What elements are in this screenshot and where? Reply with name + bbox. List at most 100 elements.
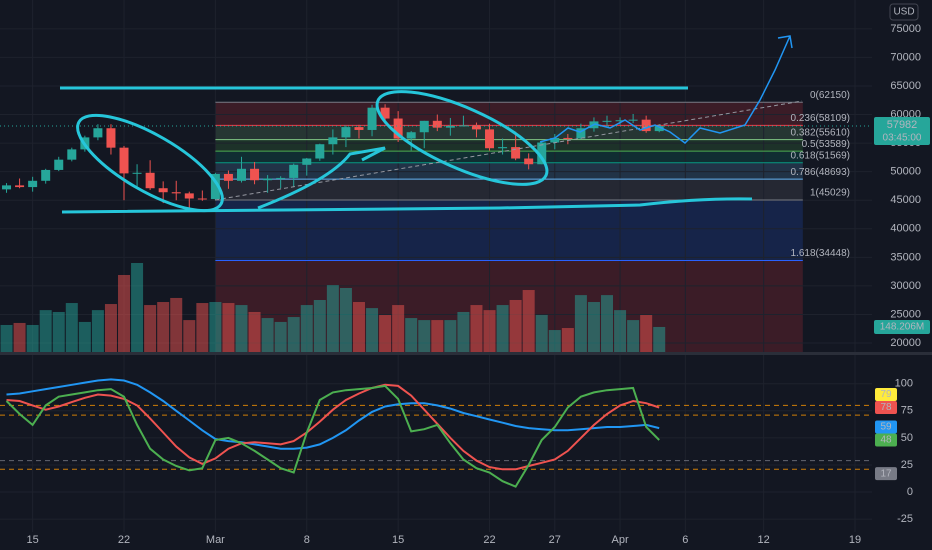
fib-label: 1.618(34448)	[791, 248, 851, 259]
fib-label: 0(62150)	[810, 90, 850, 101]
highlight-ellipse	[375, 90, 549, 186]
countdown: 03:45:00	[883, 133, 922, 144]
y-tick-label: 25000	[890, 308, 921, 320]
price-tag	[874, 117, 930, 146]
volume-bar	[431, 320, 444, 352]
value-tag-label: 79	[880, 389, 892, 400]
volume-bar	[222, 303, 235, 352]
candle-body	[576, 128, 586, 139]
candle-body	[276, 177, 286, 179]
volume-bar	[287, 317, 300, 352]
volume-bar	[522, 290, 535, 352]
candle-body	[158, 188, 168, 193]
volume-bar	[483, 310, 496, 352]
y-tick-label: 40000	[890, 223, 921, 235]
volume-bar	[326, 285, 339, 352]
fib-label: 0.786(48693)	[791, 167, 851, 178]
candle-body	[602, 120, 612, 122]
volume-bar	[509, 299, 522, 352]
fib-band	[215, 162, 803, 180]
volume-bar	[627, 320, 640, 352]
fib-label: 0.382(55610)	[791, 127, 851, 138]
volume-bar	[131, 263, 144, 352]
value-tag-label: 78	[880, 402, 892, 413]
y-tick-label: 0	[907, 486, 913, 498]
candle-body	[654, 126, 664, 132]
y-tick-label: 45000	[890, 194, 921, 206]
candle-body	[498, 147, 508, 149]
fib-band	[215, 102, 803, 126]
volume-bar	[366, 308, 379, 352]
volume-bar	[118, 274, 131, 352]
volume-bar	[379, 315, 392, 352]
candle-body	[28, 180, 38, 188]
candle-body	[197, 198, 207, 200]
volume-bar	[39, 310, 52, 352]
y-tick-label: 75000	[890, 23, 921, 35]
oscillator-line	[5, 384, 660, 488]
candle-body	[93, 128, 103, 138]
volume-bar	[78, 321, 91, 352]
volume-bar	[352, 302, 365, 352]
candle-body	[41, 169, 51, 181]
volume-bar	[0, 324, 13, 352]
value-tag-label: 17	[880, 468, 892, 479]
value-tag	[875, 467, 897, 481]
y-tick-label: 50000	[890, 166, 921, 178]
candle-body	[106, 128, 116, 148]
candle-body	[511, 147, 521, 159]
volume-bar	[640, 315, 653, 352]
volume-tag	[874, 319, 930, 334]
y-tick-label: 50	[901, 432, 913, 444]
fib-label: 0.618(51569)	[791, 150, 851, 161]
candle-body	[315, 144, 325, 159]
x-tick-label: Apr	[611, 534, 628, 546]
volume-bar	[339, 287, 352, 352]
candle-body	[145, 172, 155, 189]
volume-bar	[574, 295, 587, 352]
y-tick-label: 65000	[890, 80, 921, 92]
volume-bar	[587, 302, 600, 352]
volume-bar	[457, 311, 470, 352]
candle-body	[54, 159, 64, 170]
y-tick-label: 30000	[890, 280, 921, 292]
y-tick-label: 75	[901, 405, 913, 417]
oscillator-line	[6, 383, 660, 471]
volume-bar	[548, 330, 561, 352]
candle-body	[2, 185, 12, 190]
x-tick-label: 8	[304, 534, 310, 546]
volume-bar	[561, 328, 574, 352]
x-tick-label: 15	[27, 534, 39, 546]
volume-bar	[235, 305, 248, 352]
volume-bar	[313, 299, 326, 352]
value-tag	[875, 420, 897, 434]
volume-bar	[261, 318, 274, 352]
candle-body	[119, 147, 129, 174]
candle-body	[628, 119, 638, 121]
y-tick-label: 25	[901, 459, 913, 471]
volume-bar	[91, 310, 104, 352]
candle-body	[250, 168, 260, 181]
x-tick-label: 6	[682, 534, 688, 546]
candle-body	[471, 125, 481, 130]
y-tick-label: 20000	[890, 337, 921, 349]
candle-body	[393, 118, 403, 139]
x-tick-label: Mar	[206, 534, 225, 546]
projection-path	[539, 35, 793, 144]
volume-bar	[248, 311, 261, 352]
volume-bar	[614, 310, 627, 352]
volume-bar	[601, 295, 614, 352]
volume-bar	[535, 315, 548, 352]
candle-body	[354, 127, 364, 130]
fib-band	[215, 151, 803, 163]
volume-bar	[104, 304, 117, 352]
value-tag	[875, 433, 897, 447]
drawings	[60, 35, 803, 214]
candle-body	[380, 107, 390, 119]
volume-bar	[26, 324, 39, 352]
candle-body	[289, 164, 299, 178]
x-tick-label: 19	[849, 534, 861, 546]
x-tick-label: 15	[392, 534, 404, 546]
